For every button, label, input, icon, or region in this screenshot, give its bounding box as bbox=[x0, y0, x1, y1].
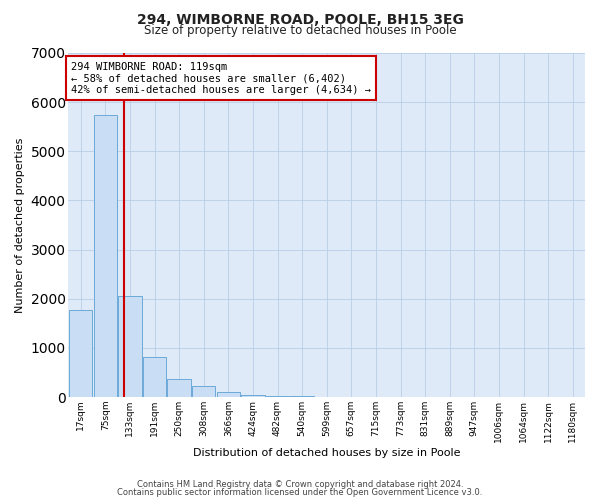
X-axis label: Distribution of detached houses by size in Poole: Distribution of detached houses by size … bbox=[193, 448, 460, 458]
Text: Contains HM Land Registry data © Crown copyright and database right 2024.: Contains HM Land Registry data © Crown c… bbox=[137, 480, 463, 489]
Bar bbox=[118, 296, 142, 397]
Bar bbox=[266, 396, 289, 397]
Y-axis label: Number of detached properties: Number of detached properties bbox=[15, 138, 25, 312]
Text: 294 WIMBORNE ROAD: 119sqm
← 58% of detached houses are smaller (6,402)
42% of se: 294 WIMBORNE ROAD: 119sqm ← 58% of detac… bbox=[71, 62, 371, 95]
Bar bbox=[192, 386, 215, 397]
Text: 294, WIMBORNE ROAD, POOLE, BH15 3EG: 294, WIMBORNE ROAD, POOLE, BH15 3EG bbox=[137, 12, 463, 26]
Text: Size of property relative to detached houses in Poole: Size of property relative to detached ho… bbox=[143, 24, 457, 37]
Bar bbox=[143, 356, 166, 397]
Bar bbox=[167, 380, 191, 397]
Bar bbox=[69, 310, 92, 397]
Bar bbox=[94, 115, 117, 397]
Bar bbox=[217, 392, 240, 397]
Bar bbox=[290, 396, 314, 397]
Bar bbox=[241, 394, 265, 397]
Text: Contains public sector information licensed under the Open Government Licence v3: Contains public sector information licen… bbox=[118, 488, 482, 497]
